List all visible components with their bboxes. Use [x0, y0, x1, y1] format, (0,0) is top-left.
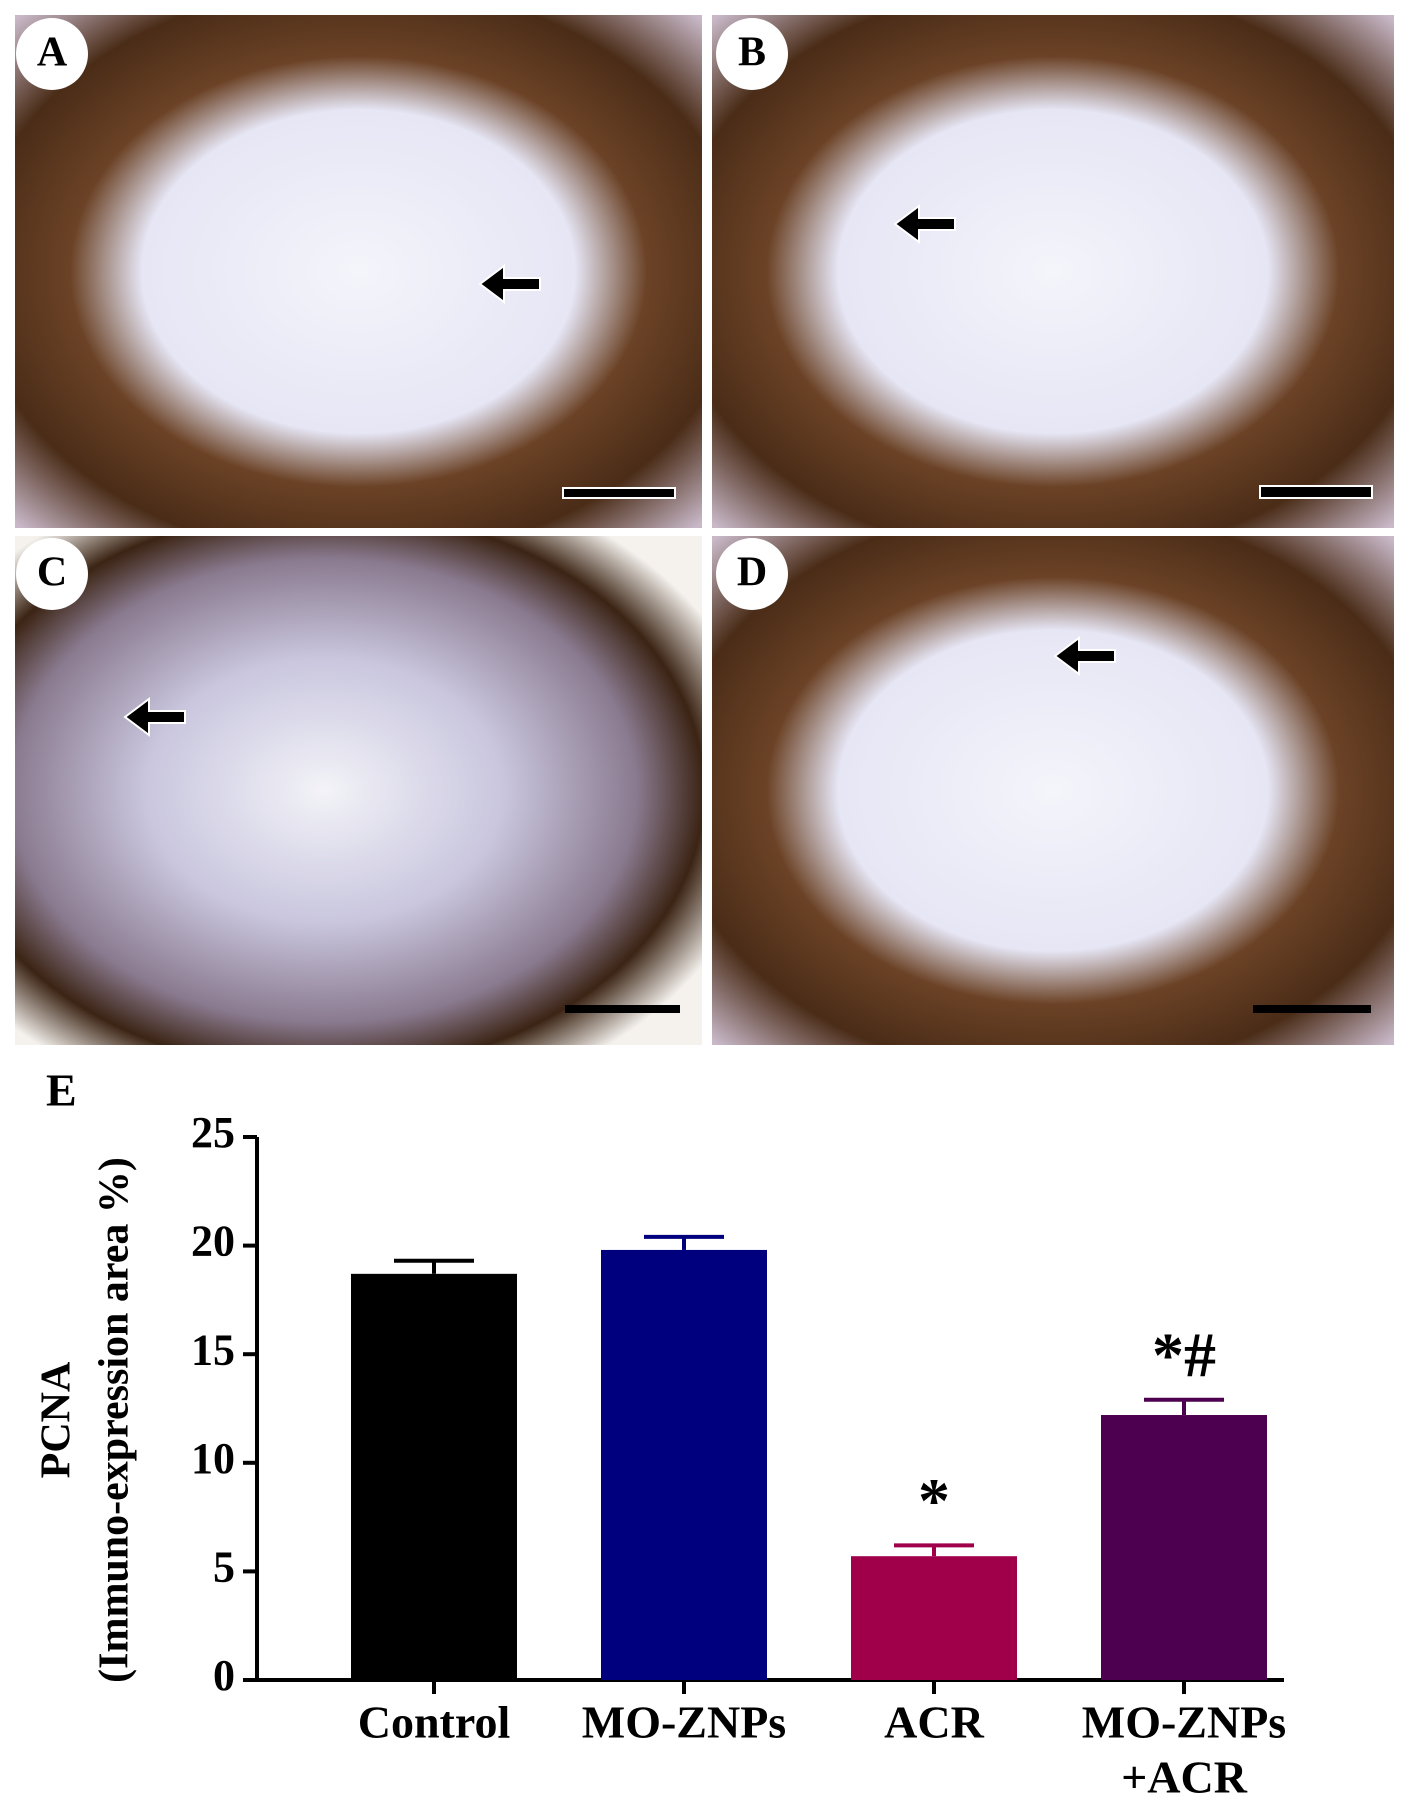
x-tick-label: +ACR	[1121, 1752, 1248, 1803]
y-tick-label: 25	[191, 1108, 235, 1157]
arrow	[893, 204, 956, 244]
y-tick-label: 15	[191, 1325, 235, 1374]
y-tick-label: 10	[191, 1434, 235, 1483]
y-tick-label: 5	[213, 1542, 235, 1591]
micrographs: A B C D	[15, 15, 1394, 1045]
bar	[351, 1273, 517, 1680]
panel-badge	[716, 18, 788, 90]
y-axis-label: PCNA	[34, 1361, 80, 1478]
arrow	[1053, 636, 1116, 676]
y-tick-label: 20	[191, 1217, 235, 1266]
micrograph	[712, 536, 1394, 1045]
y-axis-label: (Immuno-expression area %)	[92, 1157, 138, 1683]
panel-label: B	[738, 30, 766, 76]
bar	[601, 1249, 767, 1680]
bar	[851, 1556, 1017, 1680]
y-tick-label: 0	[213, 1651, 235, 1700]
panel-badge	[16, 538, 88, 610]
panel-label: A	[37, 30, 68, 76]
scale-bar	[1259, 485, 1373, 499]
significance-label: *	[918, 1465, 950, 1536]
micrograph	[712, 15, 1394, 528]
panel-badge	[716, 538, 788, 610]
bar	[1101, 1415, 1267, 1680]
chart-panel-label: E	[46, 1065, 77, 1116]
x-tick-label: ACR	[884, 1697, 984, 1748]
scale-bar	[562, 487, 676, 499]
significance-label: *#	[1152, 1319, 1216, 1390]
panel-badge	[16, 18, 88, 90]
micrograph	[15, 536, 702, 1045]
x-tick-label: MO-ZNPs	[1082, 1697, 1286, 1748]
micrograph	[15, 15, 702, 528]
panel-label: C	[37, 550, 67, 596]
panel-label: D	[737, 550, 767, 596]
arrow	[123, 697, 186, 737]
scale-bar	[1253, 1005, 1371, 1013]
x-tick-label: Control	[358, 1697, 511, 1748]
x-tick-label: MO-ZNPs	[582, 1697, 786, 1748]
scale-bar	[565, 1005, 680, 1013]
arrow	[478, 264, 541, 304]
